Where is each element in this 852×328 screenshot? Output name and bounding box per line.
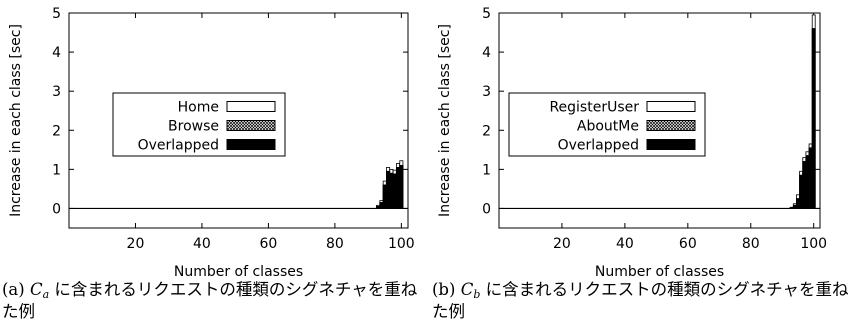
legend-swatch-b-solid: [646, 139, 696, 150]
x-tick-label-b: 60: [679, 236, 697, 252]
chart-a: 0 1 2 3 4 5 20 40 60 80 100 Number of classes Increa…: [8, 6, 415, 280]
chart-b: 0 1 2 3 4 5 20 40 60 80 100 Number of classes Increa…: [437, 6, 827, 280]
legend-label-b: Overlapped: [558, 138, 639, 154]
plot-frame-a: [68, 12, 409, 229]
caption-b: (b) Cb に含まれるリクエストの種類のシグネチャを重ねた例: [432, 279, 852, 323]
legend-swatch-b-open: [646, 101, 696, 112]
legend-swatch-b-crosshatch: [646, 120, 696, 131]
x-tick-label-b: 100: [800, 236, 827, 252]
caption-a-symbol: C: [29, 280, 43, 299]
bar-b-solid: [802, 161, 807, 209]
caption-b-text: に含まれるリクエストの種類のシグネチャを重ねた例: [432, 280, 849, 321]
bar-a-solid: [396, 167, 401, 209]
legend-label-a: Home: [178, 100, 219, 116]
y-tick-label-a: 4: [52, 45, 61, 61]
x-tick-label-a: 20: [127, 236, 145, 252]
caption-b-symbol: C: [460, 280, 474, 299]
y-tick-label-b: 0: [482, 201, 491, 217]
bar-b-solid: [789, 207, 794, 209]
bar-b-solid: [792, 204, 797, 209]
bar-a-solid: [389, 172, 394, 209]
legend-label-a: Browse: [168, 119, 219, 135]
bar-a-solid: [392, 173, 397, 209]
x-tick-label-a: 40: [193, 236, 211, 252]
x-tick-label-b: 80: [742, 236, 760, 252]
legend-swatch-a-solid: [226, 139, 276, 150]
x-tick-label-a: 100: [388, 236, 415, 252]
caption-b-subscript: b: [473, 288, 481, 301]
y-tick-label-b: 3: [482, 84, 491, 100]
x-tick-label-b: 20: [553, 236, 571, 252]
bar-a-solid: [376, 206, 381, 209]
legend-label-b: AboutMe: [577, 119, 639, 135]
caption-b-label: (b): [432, 280, 456, 299]
y-tick-label-a: 3: [52, 84, 61, 100]
y-tick-label-b: 4: [482, 45, 491, 61]
bar-b-solid: [796, 198, 800, 209]
y-tick-label-a: 5: [52, 6, 61, 22]
y-tick-label-a: 2: [52, 123, 61, 139]
caption-a-label: (a): [2, 280, 25, 299]
bar-b-solid: [799, 174, 804, 209]
bar-b-solid: [805, 155, 810, 209]
bar-a-solid: [379, 202, 384, 209]
legend-swatch-a-open: [226, 101, 276, 112]
bar-a-solid: [382, 184, 387, 209]
x-tick-label-a: 60: [259, 236, 277, 252]
x-tick-label-a: 80: [326, 236, 344, 252]
bar-b-solid: [811, 28, 816, 209]
y-tick-label-b: 2: [482, 123, 491, 139]
bar-a-solid: [399, 165, 404, 209]
caption-a-subscript: a: [42, 288, 50, 301]
legend-label-b: RegisterUser: [549, 100, 639, 116]
caption-a: (a) Ca に含まれるリクエストの種類のシグネチャを重ねた例: [2, 279, 427, 323]
bar-b-solid: [808, 147, 813, 209]
y-axis-label-b: Increase in each class [sec]: [437, 24, 453, 217]
x-tick-label-b: 40: [616, 236, 634, 252]
y-tick-label-a: 0: [52, 201, 61, 217]
caption-a-text: に含まれるリクエストの種類のシグネチャを重ねた例: [2, 280, 418, 321]
plot-frame-b: [498, 12, 821, 229]
y-axis-label-a: Increase in each class [sec]: [8, 24, 24, 217]
legend-swatch-a-crosshatch: [226, 120, 276, 131]
y-tick-label-a: 1: [52, 162, 61, 178]
y-tick-label-b: 5: [482, 6, 491, 22]
y-tick-label-b: 1: [482, 162, 491, 178]
bar-a-solid: [386, 170, 391, 209]
x-axis-label-a: Number of classes: [174, 264, 303, 280]
legend-label-a: Overlapped: [138, 138, 219, 154]
x-axis-label-b: Number of classes: [595, 264, 724, 280]
